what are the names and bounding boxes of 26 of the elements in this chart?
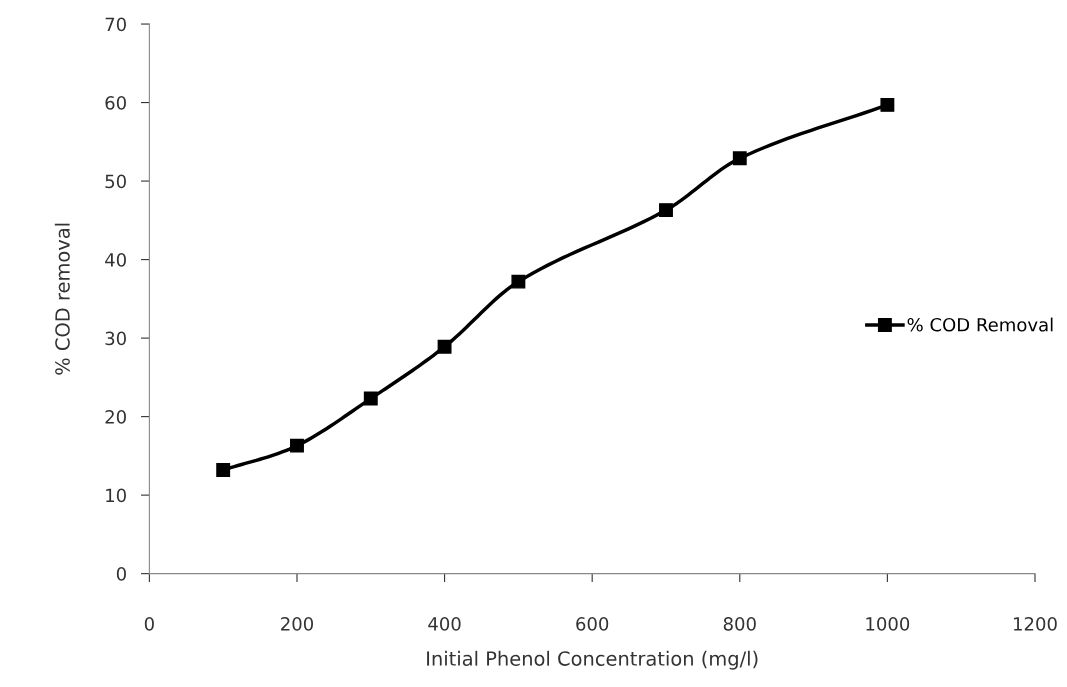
point	[437, 339, 452, 354]
x-tick-label: 600	[576, 617, 609, 631]
point	[732, 151, 747, 166]
y-tick-label: 10	[106, 488, 126, 503]
y-tick-label: 70	[105, 17, 126, 32]
x-tick-label: 400	[428, 617, 461, 631]
x-tick-label: 200	[281, 617, 314, 631]
point	[659, 203, 673, 218]
legend-label: % COD Removal	[907, 317, 1053, 332]
y-tick-label: 60	[105, 96, 126, 110]
point	[363, 391, 378, 406]
point	[216, 463, 231, 477]
y-tick-label: 30	[105, 331, 126, 346]
y-tick-label: 40	[105, 253, 126, 267]
x-tick-label: 1000	[866, 617, 910, 631]
y-tick-label: 50	[105, 174, 126, 189]
x-axis-title: Initial Phenol Concentration (mg/l)	[427, 650, 758, 670]
point	[511, 274, 526, 289]
y-tick-label: 0	[116, 567, 126, 581]
y-axis-title: % COD removal	[54, 223, 70, 375]
point	[880, 97, 895, 112]
x-tick-label: 800	[723, 617, 756, 631]
x-tick-label: 1200	[1014, 617, 1057, 631]
point	[290, 438, 304, 453]
y-tick-label: 20	[105, 410, 126, 424]
x-tick-label: 0	[144, 617, 154, 631]
